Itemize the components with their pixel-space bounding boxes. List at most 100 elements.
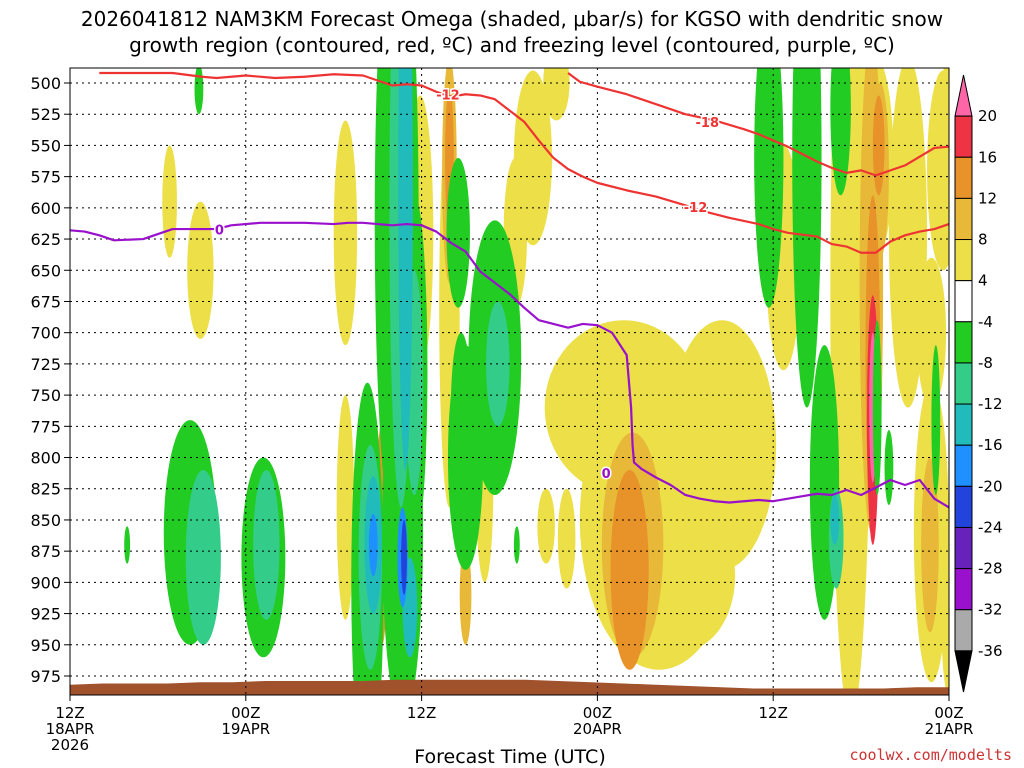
omega-shade-region [401,519,407,595]
plot-frame [69,67,950,696]
omega-shade-region [187,201,214,339]
y-tick-label: 925 [30,605,61,624]
x-tick-label: 00Z [231,704,260,722]
omega-shade-region [941,562,949,695]
y-tick-label: 525 [30,105,61,124]
omega-shade-region [368,513,378,577]
colorbar-segment [954,526,973,570]
x-tick-label: 12Z [407,704,436,722]
colorbar-label: 12 [978,189,997,207]
colorbar-segment [954,239,973,282]
y-tick-label: 950 [30,636,61,655]
y-tick-label: 975 [30,667,61,686]
dgz-isotherm-contour [567,72,949,177]
omega-shade-region [513,70,552,246]
omega-shade-region [931,345,941,495]
y-tick-label: 600 [30,199,61,218]
dgz-isotherm-contour-label: -12 [684,201,708,216]
omega-shade-region [459,544,472,645]
colorbar: 20 16 12 8 4 -4 -8 -12 -16 -20 -24 -28 -32 -36 [954,74,1003,693]
y-tick-label: 575 [30,168,61,187]
colorbar-label: -36 [978,642,1003,660]
x-tick-label: 2026 [51,736,89,754]
omega-shade-region [253,470,280,620]
colorbar-label: 4 [978,272,988,290]
chart-title-line1: 2026041812 NAM3KM Forecast Omega (shaded… [81,7,943,31]
colorbar-segment [954,156,973,199]
colorbar-label: -28 [978,560,1003,578]
y-tick-label: 850 [30,511,61,530]
omega-shade-region [447,345,484,570]
x-tick-label: 00Z [934,704,963,722]
colorbar-top-triangle [954,74,973,117]
ground-terrain [70,679,949,695]
colorbar-label: -12 [978,395,1003,413]
dgz-isotherm-contour-label: -18 [696,116,720,131]
y-tick-label: 625 [30,230,61,249]
colorbar-segment [954,444,973,487]
x-tick-label: 00Z [583,704,612,722]
omega-shade-region [124,526,131,564]
omega-shade-region [884,430,894,505]
omega-shade-region [921,457,939,633]
colorbar-segment [954,115,973,158]
freezing-level-contour-label: 0 [215,223,224,238]
omega-shade-region [194,68,204,115]
omega-shade-region [872,320,882,495]
colorbar-label: 8 [978,231,988,249]
colorbar-bottom-triangle [954,650,973,693]
ground-layer [70,679,949,695]
omega-shade-region [162,145,177,258]
omega-shade-region [830,68,851,196]
x-tick-label: 20APR [573,720,622,738]
omega-shade-region [185,470,221,645]
y-tick-label: 875 [30,542,61,561]
freezing-level-contour-label: 0 [602,467,611,482]
colorbar-label: -8 [978,354,993,372]
freezing-level-contour [70,221,949,509]
colorbar-label: 16 [978,148,997,166]
colorbar-label: -16 [978,436,1003,454]
x-tick-label: 19APR [221,720,270,738]
x-tick-label: 21APR [925,720,974,738]
x-tick-label: 18APR [46,720,95,738]
omega-shade-region [543,68,570,121]
omega-shade-region [610,470,649,670]
colorbar-segment [954,403,973,446]
omega-shade-region [333,120,358,346]
colorbar-segment [954,321,973,364]
omega-shade-region [557,488,576,589]
colorbar-label: -32 [978,601,1003,619]
chart-title-line2: growth region (contoured, red, ºC) and f… [129,33,895,57]
omega-shade-region [446,157,470,308]
omega-shade-region [830,494,840,545]
omega-shade-region [398,68,413,470]
omega-shade-region [336,395,355,620]
dgz-isotherm-contour [99,71,949,254]
y-tick-label: 700 [30,324,61,343]
colorbar-segment [954,485,973,528]
y-tick-label: 550 [30,136,61,155]
omega-shading [124,68,949,695]
y-tick-label: 800 [30,449,61,468]
colorbar-segment [954,609,973,652]
omega-shade-region [513,526,520,564]
y-axis: 500 525 550 575 600 625 650 675 700 725 750 775 800 8… [30,74,70,686]
colorbar-segment [954,362,973,405]
colorbar-label: -24 [978,518,1003,536]
plot-area: 0 0 -12 -12 -18 [69,67,950,696]
colorbar-segment [954,197,973,241]
credit-text: coolwx.com/modelts [849,746,1012,764]
y-tick-label: 825 [30,480,61,499]
y-tick-label: 750 [30,386,61,405]
colorbar-label: -20 [978,477,1003,495]
x-tick-label: 12Z [55,704,84,722]
y-tick-label: 675 [30,292,61,311]
omega-shade-region [754,68,784,308]
omega-shade-region [537,488,555,564]
omega-shade-region [927,70,949,271]
y-tick-label: 900 [30,573,61,592]
y-tick-label: 500 [30,74,61,93]
